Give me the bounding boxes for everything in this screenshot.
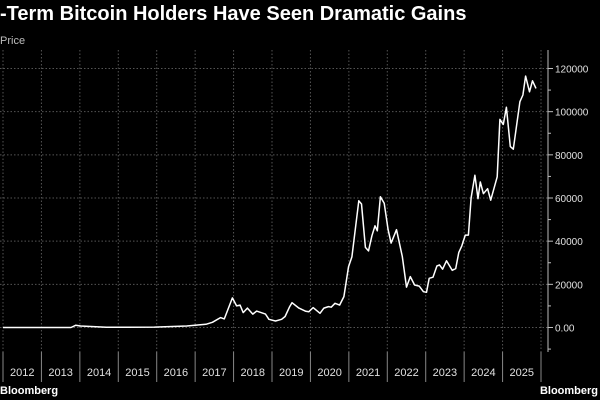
x-tick-label: 2019 <box>279 367 303 379</box>
x-tick-label: 2023 <box>433 367 457 379</box>
x-tick-label: 2015 <box>125 367 149 379</box>
bloomberg-logo-text: Bloomberg <box>539 385 598 397</box>
chart-title: -Term Bitcoin Holders Have Seen Dramatic… <box>0 3 467 25</box>
gridlines <box>0 50 548 352</box>
x-tick-label: 2012 <box>10 367 34 379</box>
y-tick-label: 0.00 <box>555 324 575 335</box>
y-tick-label: 40000 <box>555 237 583 248</box>
x-tick-label: 2014 <box>87 367 111 379</box>
y-tick-label: 120000 <box>555 65 589 76</box>
x-tick-label: 2021 <box>356 367 380 379</box>
chart-subtitle: Price <box>0 35 26 47</box>
axes <box>2 50 553 382</box>
x-tick-label: 2024 <box>471 367 495 379</box>
y-tick-label: 20000 <box>555 280 583 291</box>
x-tick-label: 2020 <box>317 367 341 379</box>
price-series-line <box>3 75 537 329</box>
x-tick-label: 2018 <box>241 367 265 379</box>
x-tick-label: 2025 <box>510 367 534 379</box>
x-tick-label: 2017 <box>202 367 226 379</box>
x-tick-label: 2013 <box>48 367 72 379</box>
y-tick-label: 60000 <box>555 194 583 205</box>
x-tick-label: 2016 <box>164 367 188 379</box>
y-tick-label: 80000 <box>555 151 583 162</box>
x-tick-label: 2022 <box>394 367 418 379</box>
y-tick-label: 100000 <box>555 108 589 119</box>
tick-labels: 0.00 20000 40000 60000 80000 100000 120000 2012… <box>10 65 589 380</box>
source-label: Bloomberg <box>0 385 59 397</box>
